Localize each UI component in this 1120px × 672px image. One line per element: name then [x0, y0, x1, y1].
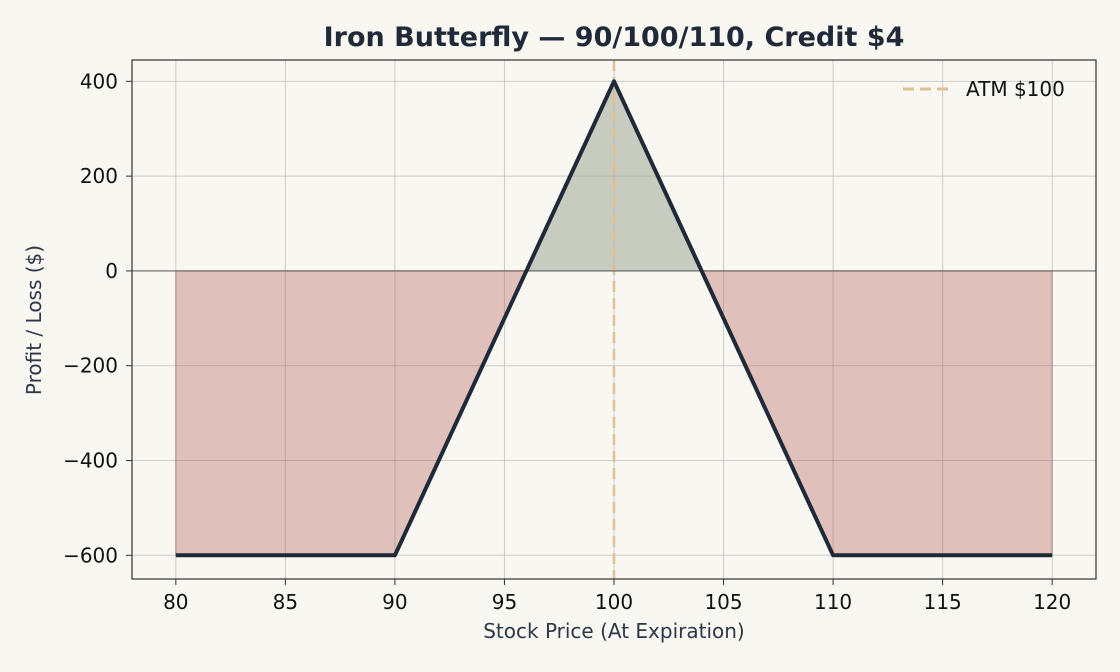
chart-title: Iron Butterfly — 90/100/110, Credit $4 — [324, 22, 905, 53]
y-tick-label--200: −200 — [63, 354, 118, 378]
axes — [126, 59, 1097, 585]
y-tick-label--400: −400 — [63, 449, 118, 473]
y-axis-label: Profit / Loss ($) — [22, 245, 46, 395]
legend-atm-label: ATM $100 — [966, 77, 1065, 101]
x-tick-label-85: 85 — [273, 590, 298, 614]
y-tick-label-200: 200 — [80, 164, 118, 188]
x-tick-label-110: 110 — [814, 590, 852, 614]
x-tick-label-115: 115 — [924, 590, 962, 614]
payoff-series — [175, 79, 1053, 558]
y-tick-label-0: 0 — [105, 259, 118, 283]
reference-lines — [132, 60, 1096, 579]
x-tick-label-80: 80 — [163, 590, 188, 614]
x-tick-label-105: 105 — [704, 590, 742, 614]
x-tick-label-90: 90 — [382, 590, 407, 614]
x-tick-label-95: 95 — [492, 590, 517, 614]
tick-labels: 80 85 90 95 100 105 110 115 120 400 200 0 −200 −400 −6… — [63, 69, 1071, 614]
x-tick-label-100: 100 — [595, 590, 633, 614]
legend: ATM $100 — [903, 77, 1065, 101]
x-axis-label: Stock Price (At Expiration) — [483, 619, 745, 643]
x-tick-label-120: 120 — [1033, 590, 1071, 614]
y-tick-label-400: 400 — [80, 69, 118, 93]
y-tick-label--600: −600 — [63, 543, 118, 567]
